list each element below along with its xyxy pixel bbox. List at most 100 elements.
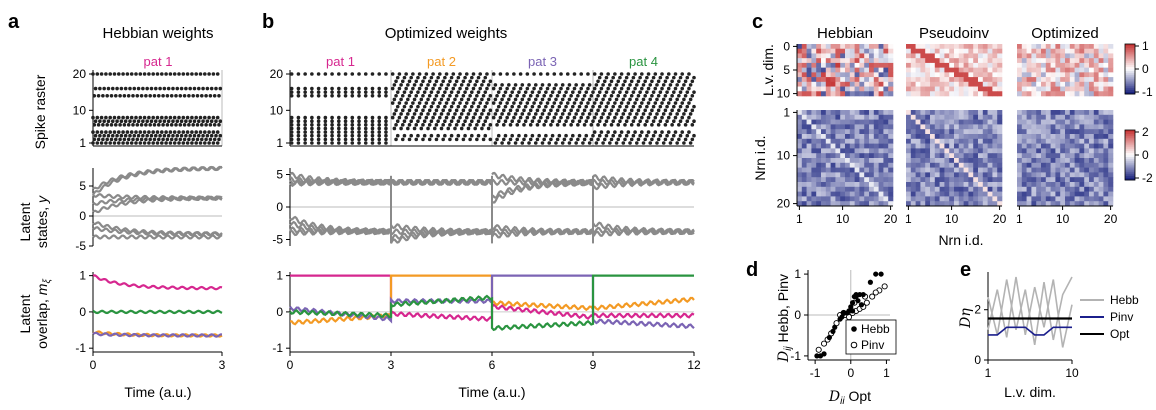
heatmap-cell <box>1108 167 1114 173</box>
heatmap-cell <box>1031 67 1037 73</box>
heatmap-cell <box>811 162 817 168</box>
spike-dot <box>123 119 128 124</box>
heatmap-cell <box>869 167 875 173</box>
heatmap-cell <box>849 72 855 78</box>
heatmap-cell <box>1103 186 1109 192</box>
heatmap-cell <box>883 91 889 97</box>
spike-dot <box>91 115 95 120</box>
spike-dot <box>579 72 584 76</box>
heatmap-cell <box>816 58 822 64</box>
heatmap-cell <box>873 177 879 183</box>
heatmap-cell <box>1021 134 1027 140</box>
spike-dot <box>608 112 612 116</box>
heatmap-cell <box>878 58 884 64</box>
heatmap-cell <box>1089 138 1095 144</box>
spike-dot <box>690 108 695 113</box>
spike-dot <box>438 86 442 91</box>
spike-dot <box>653 72 658 76</box>
c-x-tick-label: 10 <box>836 212 850 226</box>
heatmap-cell <box>854 110 860 116</box>
heatmap-cell <box>910 48 916 54</box>
heatmap-cell <box>958 110 964 116</box>
spike-dot <box>660 72 664 76</box>
heatmap-cell <box>954 138 960 144</box>
spike-dot <box>209 119 214 124</box>
heatmap-cell <box>934 67 940 73</box>
heatmap-cell <box>1026 48 1032 54</box>
heatmap-cell <box>888 153 894 159</box>
spike-dot <box>648 141 653 145</box>
heatmap-cell <box>1108 114 1114 120</box>
spike-dot <box>203 130 207 134</box>
heatmap-cell <box>821 143 827 149</box>
heatmap-cell <box>806 86 812 92</box>
heatmap-cell <box>1069 177 1075 183</box>
spike-dot <box>480 126 484 131</box>
heatmap-cell <box>801 58 807 64</box>
spike-dot <box>439 126 444 131</box>
spike-dot <box>476 133 481 138</box>
heatmap-cell <box>869 114 875 120</box>
heatmap-cell <box>845 191 851 197</box>
spike-dot <box>586 86 590 91</box>
heatmap-cell <box>934 86 940 92</box>
heatmap-cell <box>1036 162 1042 168</box>
spike-dot <box>198 141 203 145</box>
heatmap-cell <box>987 172 993 178</box>
heatmap-cell <box>1074 67 1080 73</box>
spike-dot <box>207 130 211 134</box>
spike-dot <box>522 93 526 98</box>
heatmap-cell <box>873 81 879 87</box>
spike-dot <box>422 133 427 138</box>
spike-dot <box>169 93 174 98</box>
spike-dot <box>618 119 622 124</box>
spike-dot <box>429 104 434 109</box>
heatmap-cell <box>835 67 841 73</box>
heatmap-cell <box>873 53 879 59</box>
heatmap-cell <box>958 77 964 83</box>
spike-dot <box>571 133 575 138</box>
spike-dot <box>394 137 398 142</box>
spike-dot <box>512 72 516 76</box>
heatmap-cell <box>797 196 803 202</box>
spike-dot <box>147 130 151 134</box>
heatmap-cell <box>1084 77 1090 83</box>
spike-dot <box>357 130 361 134</box>
heatmap-cell <box>1065 86 1071 92</box>
heatmap-cell <box>821 177 827 183</box>
heatmap-cell <box>849 48 855 54</box>
spike-dot <box>692 133 696 138</box>
heatmap-cell <box>992 129 998 135</box>
spike-dot <box>555 108 560 113</box>
heatmap-cell <box>854 182 860 188</box>
heatmap-cell <box>849 86 855 92</box>
spike-dot <box>443 75 447 80</box>
spike-dot <box>384 86 388 91</box>
spike-dot <box>660 101 664 105</box>
spike-dot <box>330 141 334 145</box>
spike-dot <box>624 75 629 80</box>
spike-dot <box>118 93 122 98</box>
heatmap-cell <box>949 77 955 83</box>
heatmap-cell <box>1050 153 1056 159</box>
spike-dot <box>194 141 198 145</box>
spike-dot <box>131 93 135 98</box>
heatmap-cell <box>978 191 984 197</box>
heatmap-cell <box>925 201 931 207</box>
heatmap-cell <box>968 77 974 83</box>
heatmap-cell <box>1050 196 1056 202</box>
heatmap-cell <box>954 162 960 168</box>
heatmap-cell <box>934 148 940 154</box>
heatmap-cell <box>1045 114 1051 120</box>
spike-dot <box>690 137 695 142</box>
heatmap-cell <box>840 191 846 197</box>
spike-dot <box>618 75 622 80</box>
spike-dot <box>128 119 132 124</box>
spike-dot <box>98 86 102 91</box>
spike-dot <box>296 72 301 76</box>
spike-dot <box>453 97 457 102</box>
heatmap-cell <box>873 86 879 92</box>
spike-dot <box>303 115 307 120</box>
spike-dot <box>185 72 190 76</box>
spike-dot <box>439 112 444 116</box>
